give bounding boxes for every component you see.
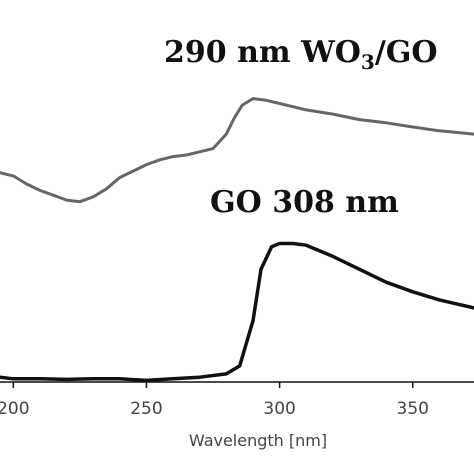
plot-lines <box>0 97 474 383</box>
x-tick-label-250: 250 <box>130 399 162 419</box>
x-axis-ticks: 200 250 300 350 <box>0 382 429 419</box>
x-axis-label: Wavelength [nm] <box>189 431 327 450</box>
series-line-2 <box>0 241 474 383</box>
annotation-wo3-go-subscript: 3 <box>361 50 375 74</box>
x-tick-label-350: 350 <box>397 399 429 419</box>
annotation-go-peak: GO 308 nm <box>210 185 399 220</box>
annotation-wo3-go-main: 290 nm WO <box>164 35 361 70</box>
x-tick-label-300: 300 <box>263 399 295 419</box>
annotation-wo3-go-tail: /GO <box>375 35 438 70</box>
x-tick-label-200: 200 <box>0 399 30 419</box>
series-line-1 <box>0 97 474 204</box>
annotation-wo3-go-peak: 290 nm WO3/GO <box>164 35 438 74</box>
